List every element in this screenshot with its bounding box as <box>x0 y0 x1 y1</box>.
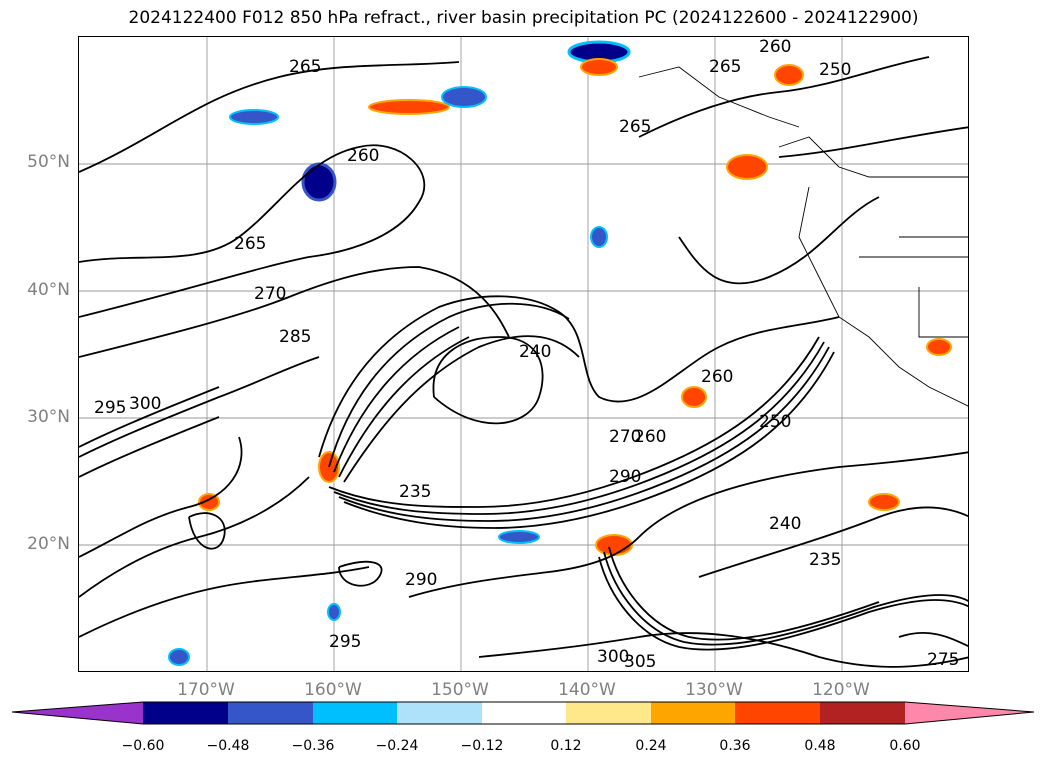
contour-label: 270 <box>609 427 641 447</box>
contour-label: 295 <box>94 398 126 418</box>
lat-label-50n: 50°N <box>27 152 70 172</box>
colorbar-tick-label: −0.24 <box>375 738 419 754</box>
contour-label: 250 <box>759 412 791 432</box>
contour-label: 290 <box>405 570 437 590</box>
colorbar-tick-label: −0.48 <box>206 738 250 754</box>
coastline <box>638 66 968 407</box>
contour-label: 250 <box>819 60 851 80</box>
contour-label: 265 <box>619 117 651 137</box>
refractivity-contours <box>79 56 968 668</box>
contour-label: 240 <box>769 514 801 534</box>
contour-label: 260 <box>701 367 733 387</box>
contour-label: 300 <box>129 394 161 414</box>
contour-label: 240 <box>519 342 551 362</box>
contour-label: 235 <box>399 482 431 502</box>
colorbar-outline <box>11 701 1035 725</box>
lon-label-150w: 150°W <box>431 680 489 700</box>
lat-label-30n: 30°N <box>27 407 70 427</box>
colorbar-tick-label: 0.24 <box>635 738 667 754</box>
colorbar-extend-low <box>12 702 143 724</box>
colorbar-tick-label: −0.60 <box>121 738 165 754</box>
contour-label: 235 <box>809 550 841 570</box>
graticule <box>79 37 968 671</box>
contour-label: 260 <box>634 427 666 447</box>
colorbar-tick-label: 0.12 <box>550 738 582 754</box>
lon-label-140w: 140°W <box>558 680 616 700</box>
contour-label: 295 <box>329 632 361 652</box>
map-panel: 265 260 250 265 265 260 265 270 285 240 … <box>78 36 969 672</box>
colorbar-tick-label: 0.60 <box>889 738 921 754</box>
colorbar-tick-label: 0.48 <box>804 738 836 754</box>
contour-label: 270 <box>254 284 286 304</box>
contour-label: 300 <box>597 647 629 667</box>
contour-label: 285 <box>279 327 311 347</box>
lon-label-160w: 160°W <box>304 680 362 700</box>
contour-label: 260 <box>347 146 379 166</box>
contour-label: 260 <box>759 37 791 57</box>
lon-label-120w: 120°W <box>812 680 870 700</box>
lon-label-130w: 130°W <box>685 680 743 700</box>
colorbar-tick-label: 0.36 <box>719 738 751 754</box>
map-plot: 265 260 250 265 265 260 265 270 285 240 … <box>79 37 968 672</box>
contour-labels: 265 260 250 265 265 260 265 270 285 240 … <box>94 37 959 672</box>
colorbar-tick-label: −0.12 <box>460 738 504 754</box>
contour-label: 265 <box>289 57 321 77</box>
contour-label: 265 <box>234 234 266 254</box>
contour-label: 275 <box>927 650 959 670</box>
colorbar-segments <box>12 702 1034 724</box>
colorbar-extend-high <box>905 702 1034 724</box>
contour-label: 290 <box>609 467 641 487</box>
contour-label: 265 <box>709 57 741 77</box>
colorbar-tick-label: −0.36 <box>291 738 335 754</box>
map-title: 2024122400 F012 850 hPa refract., river … <box>128 8 919 28</box>
contour-label: 305 <box>624 652 656 672</box>
lon-label-170w: 170°W <box>177 680 235 700</box>
lat-label-40n: 40°N <box>27 280 70 300</box>
colorbar <box>11 701 1035 725</box>
lat-label-20n: 20°N <box>27 534 70 554</box>
precip-patches <box>168 40 952 666</box>
